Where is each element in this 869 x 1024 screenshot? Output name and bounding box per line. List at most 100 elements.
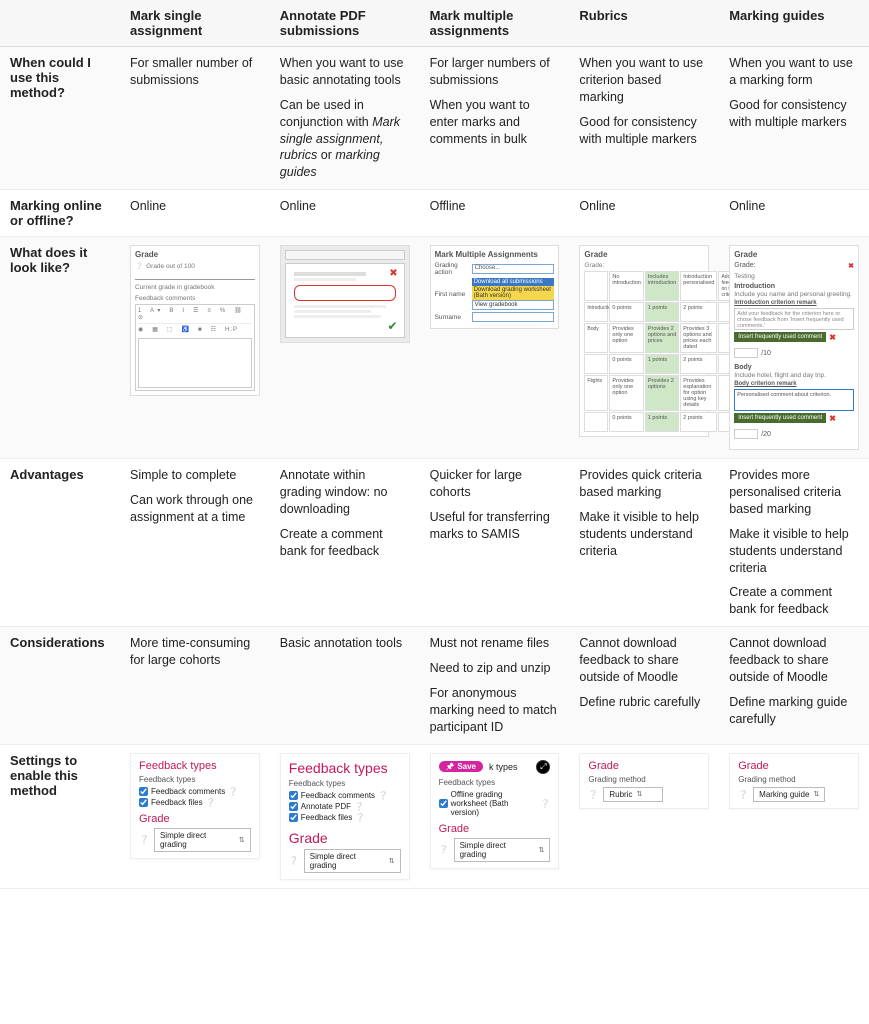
guide-body-box: Personalised comment about criterion.: [734, 389, 854, 411]
insert-comment-btn-2: Insert frequently used comment: [734, 413, 826, 423]
help-icon[interactable]: ❔: [378, 791, 388, 800]
settings-card-5: Grade Grading method ❔ Marking guide: [729, 753, 859, 809]
cons-c4: Cannot download feedback to share outsid…: [569, 627, 719, 744]
help-icon[interactable]: ❔: [206, 798, 216, 807]
ft-sub-2: Feedback types: [289, 779, 401, 788]
thumb-guide: Grade Grade:✖ Testing Introduction Inclu…: [729, 245, 859, 450]
online-c5: Online: [719, 190, 869, 237]
ft-heading-1: Feedback types: [139, 760, 251, 772]
settings-card-2: Feedback types Feedback types Feedback c…: [280, 753, 410, 880]
rubric-grid: No introductionIncludes introductionIntr…: [584, 271, 704, 432]
when-c5: When you want to use a marking formGood …: [719, 47, 869, 190]
row-look-label: What does it look like?: [0, 237, 120, 459]
help-icon[interactable]: ❔: [588, 790, 598, 799]
help-icon[interactable]: ❔: [289, 856, 299, 865]
save-badge[interactable]: Save: [439, 761, 483, 772]
help-icon[interactable]: ❔: [354, 802, 364, 811]
grading-method-select-3[interactable]: Simple direct grading: [454, 838, 551, 862]
sel-surname: [472, 312, 555, 322]
thumb-multi: Mark Multiple Assignments Grading action…: [430, 245, 560, 329]
ft-heading-2: Feedback types: [289, 760, 401, 776]
when-c3: For larger numbers of submissionsWhen yo…: [420, 47, 570, 190]
guide-body-remark: Body criterion remark: [734, 381, 854, 387]
when-c4: When you want to use criterion based mar…: [569, 47, 719, 190]
delete-icon-2: ✖: [829, 414, 836, 423]
cons-c3: Must not rename filesNeed to zip and unz…: [420, 627, 570, 744]
row-online: Marking online or offline? Online Online…: [0, 190, 869, 237]
guide-body-desc: Include hotel, flight and day trip.: [734, 372, 854, 379]
look-c2: ✖ ✔: [270, 237, 420, 459]
pdf-toolbar: [285, 250, 405, 260]
online-c2: Online: [270, 190, 420, 237]
header-row: Mark single assignment Annotate PDF subm…: [0, 0, 869, 47]
guide-intro-remark: Introduction criterion remark: [734, 300, 854, 306]
cons-c1: More time-consuming for large cohorts: [120, 627, 270, 744]
row-look: What does it look like? Grade ❔Grade out…: [0, 237, 869, 459]
help-icon[interactable]: ❔: [228, 787, 238, 796]
help-icon[interactable]: ❔: [355, 813, 365, 822]
row-cons-label: Considerations: [0, 627, 120, 744]
lbl-firstname: First name: [435, 291, 469, 298]
magnify-icon[interactable]: ⤢: [536, 760, 550, 774]
thumb-single-current: Current grade in gradebook: [135, 284, 255, 291]
grading-method-select-1[interactable]: Simple direct grading: [154, 828, 251, 852]
header-empty: [0, 0, 120, 47]
thumb-rubric-grade: Grade: [584, 250, 704, 259]
thumb-guide-grade: Grade: [734, 250, 854, 259]
help-icon[interactable]: ❔: [540, 799, 550, 808]
thumb-single: Grade ❔Grade out of 100 Current grade in…: [130, 245, 260, 396]
row-settings-label: Settings to enable this method: [0, 744, 120, 888]
delete-icon: ✖: [829, 333, 836, 342]
settings-c2: Feedback types Feedback types Feedback c…: [270, 744, 420, 888]
help-icon[interactable]: ❔: [439, 845, 449, 854]
opt-gradebook: View gradebook: [472, 300, 555, 310]
row-settings: Settings to enable this method Feedback …: [0, 744, 869, 888]
grade-heading-1: Grade: [139, 813, 251, 825]
score-box-1: [734, 348, 758, 358]
grading-method-select-4[interactable]: Rubric: [603, 787, 663, 802]
grading-method-select-2[interactable]: Simple direct grading: [304, 849, 401, 873]
header-annotate: Annotate PDF submissions: [270, 0, 420, 47]
thumb-rubric: Grade Grade: No introductionIncludes int…: [579, 245, 709, 437]
adv-c3: Quicker for large cohortsUseful for tran…: [420, 459, 570, 627]
row-when: When could I use this method? For smalle…: [0, 47, 869, 190]
settings-card-4: Grade Grading method ❔Rubric: [579, 753, 709, 809]
help-icon[interactable]: ❔: [738, 790, 748, 799]
thumb-multi-title: Mark Multiple Assignments: [435, 250, 555, 259]
help-icon[interactable]: ❔: [139, 835, 149, 844]
comparison-table: Mark single assignment Annotate PDF subm…: [0, 0, 869, 889]
adv-c1: Simple to completeCan work through one a…: [120, 459, 270, 627]
row-advantages: Advantages Simple to completeCan work th…: [0, 459, 869, 627]
thumb-single-outof: Grade out of 100: [146, 263, 195, 270]
gm-lbl-5: Grading method: [738, 775, 850, 784]
chk-feedback-files-2[interactable]: Feedback files❔: [289, 813, 401, 822]
cons-c2: Basic annotation tools: [270, 627, 420, 744]
grade-heading-5: Grade: [738, 760, 850, 772]
header-multiple: Mark multiple assignments: [420, 0, 570, 47]
chk-offline-worksheet[interactable]: Offline grading worksheet (Bath version)…: [439, 790, 551, 817]
chk-annotate-pdf[interactable]: Annotate PDF❔: [289, 802, 401, 811]
grading-method-select-5[interactable]: Marking guide: [753, 787, 825, 802]
ft-sub-3: Feedback types: [439, 778, 551, 787]
opt-download: Download all submissions: [472, 278, 555, 286]
guide-intro-desc: Include you name and personal greeting.: [734, 291, 854, 298]
lbl-surname: Surname: [435, 314, 469, 321]
chk-feedback-files[interactable]: Feedback files❔: [139, 798, 251, 807]
grade-heading-3: Grade: [439, 823, 551, 835]
look-c5: Grade Grade:✖ Testing Introduction Inclu…: [719, 237, 869, 459]
close-icon: ✖: [848, 262, 854, 270]
opt-worksheet: Download grading worksheet (Bath version…: [472, 286, 555, 300]
adv-c2: Annotate within grading window: no downl…: [270, 459, 420, 627]
guide-body: Body: [734, 364, 854, 371]
settings-c3: Save k types ⤢ Feedback types Offline gr…: [420, 744, 570, 888]
insert-comment-btn-1: Insert frequently used comment: [734, 332, 826, 342]
thumb-pdf: ✖ ✔: [280, 245, 410, 343]
chk-feedback-comments[interactable]: Feedback comments❔: [139, 787, 251, 796]
row-online-label: Marking online or offline?: [0, 190, 120, 237]
sel-choose: Choose...: [472, 264, 555, 274]
ft-sub-1: Feedback types: [139, 775, 251, 784]
settings-card-3: Save k types ⤢ Feedback types Offline gr…: [430, 753, 560, 869]
chk-feedback-comments-2[interactable]: Feedback comments❔: [289, 791, 401, 800]
tick-icon: ✔: [388, 319, 398, 333]
gm-lbl-4: Grading method: [588, 775, 700, 784]
